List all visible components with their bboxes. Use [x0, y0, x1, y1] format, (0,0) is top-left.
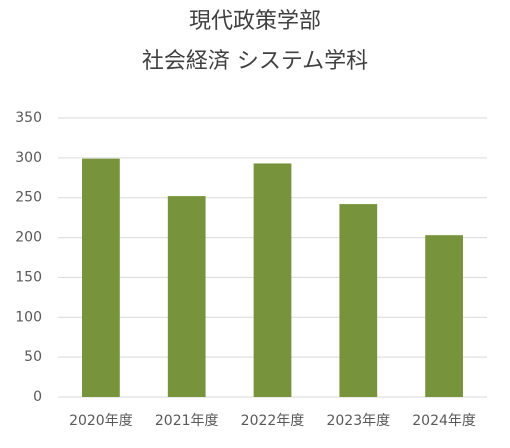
x-tick-label: 2022年度	[241, 413, 305, 429]
x-tick-label: 2020年度	[69, 413, 133, 429]
x-tick-label: 2021年度	[155, 413, 219, 429]
y-tick-label: 0	[33, 389, 42, 405]
x-tick-label: 2023年度	[326, 413, 390, 429]
bar	[167, 196, 206, 397]
bar	[253, 163, 292, 397]
y-tick-label: 250	[15, 190, 42, 206]
bar	[425, 235, 463, 397]
y-tick-label: 150	[15, 269, 42, 285]
chart-title: 社会経済 システム学科	[142, 49, 368, 74]
x-tick-label: 2024年度	[412, 413, 476, 429]
y-tick-label: 50	[24, 349, 42, 365]
bar	[82, 158, 120, 397]
y-tick-label: 100	[15, 309, 42, 325]
bar	[339, 204, 378, 397]
y-tick-label: 300	[15, 150, 42, 166]
chart-title: 現代政策学部	[189, 9, 321, 34]
y-tick-label: 350	[15, 110, 42, 126]
y-tick-label: 200	[15, 230, 42, 246]
